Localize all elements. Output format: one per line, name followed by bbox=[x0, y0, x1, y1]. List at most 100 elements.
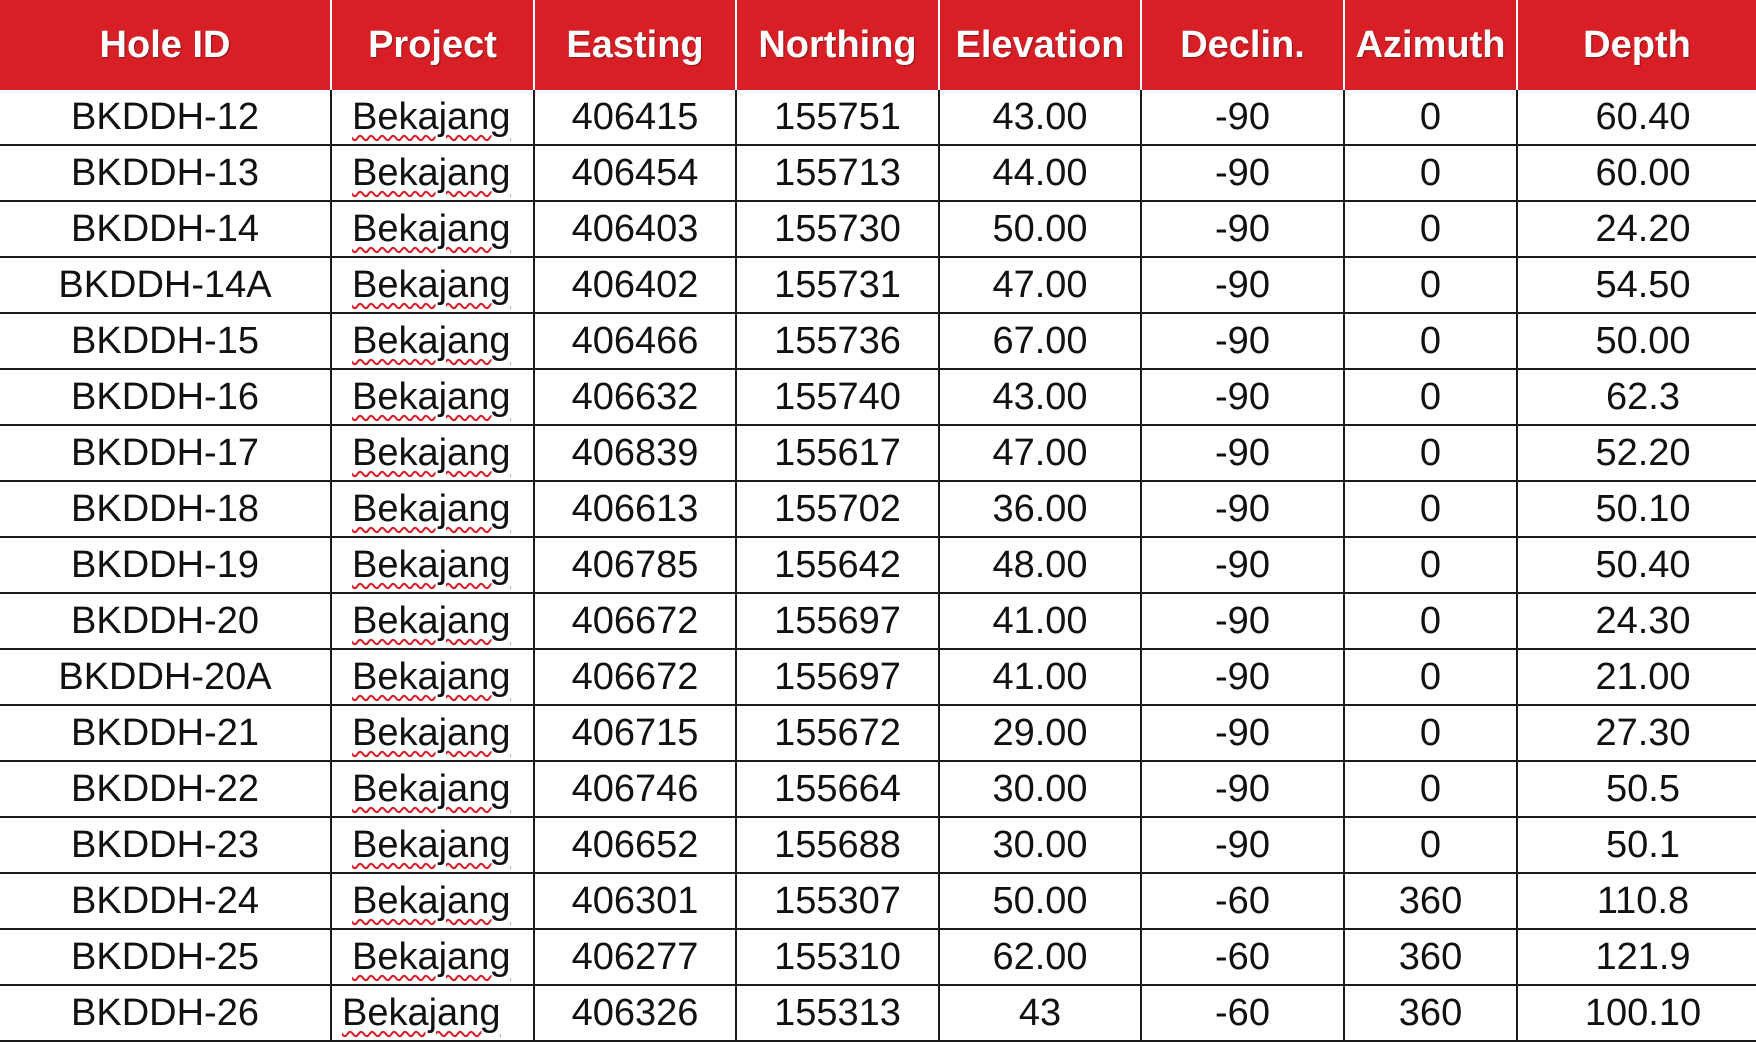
header-row: Hole ID Project Easting Northing Elevati… bbox=[0, 0, 1756, 90]
cell-hole-id: BKDDH-16 bbox=[0, 369, 332, 426]
cell-easting: 406402 bbox=[534, 257, 737, 314]
cell-project: Bekajang bbox=[331, 873, 535, 930]
cell-easting: 406326 bbox=[534, 985, 737, 1042]
cell-northing: 155664 bbox=[736, 761, 940, 818]
cell-project: Bekajang bbox=[331, 481, 535, 538]
cell-northing: 155697 bbox=[736, 649, 940, 706]
cell-northing: 155702 bbox=[736, 481, 940, 538]
cell-depth: 60.40 bbox=[1517, 90, 1756, 146]
cell-hole-id: BKDDH-21 bbox=[0, 705, 332, 762]
cell-hole-id: BKDDH-25 bbox=[0, 929, 332, 986]
cell-hole-id: BKDDH-14 bbox=[0, 201, 332, 258]
table-row: BKDDH-14 Bekajang 406403 155730 50.00 -90 0 24.… bbox=[0, 201, 1756, 258]
table-row: BKDDH-16 Bekajang 406632 155740 43.00 -90 0 62.… bbox=[0, 369, 1756, 426]
column-header-elevation: Elevation bbox=[939, 0, 1142, 90]
cell-elevation: 67.00 bbox=[939, 313, 1142, 370]
cell-depth: 50.00 bbox=[1517, 313, 1756, 370]
project-name-text: Bekajang bbox=[352, 767, 511, 810]
cell-depth: 121.9 bbox=[1517, 929, 1756, 986]
cell-elevation: 36.00 bbox=[939, 481, 1142, 538]
cell-azimuth: 0 bbox=[1344, 593, 1518, 650]
cell-elevation: 47.00 bbox=[939, 425, 1142, 482]
cell-depth: 54.50 bbox=[1517, 257, 1756, 314]
column-header-hole-id: Hole ID bbox=[0, 0, 332, 90]
cell-depth: 24.20 bbox=[1517, 201, 1756, 258]
project-name-text: Bekajang bbox=[352, 95, 511, 138]
cell-elevation: 50.00 bbox=[939, 201, 1142, 258]
cell-depth: 50.10 bbox=[1517, 481, 1756, 538]
cell-declination: -60 bbox=[1141, 929, 1345, 986]
cell-elevation: 50.00 bbox=[939, 873, 1142, 930]
cell-easting: 406632 bbox=[534, 369, 737, 426]
cell-northing: 155688 bbox=[736, 817, 940, 874]
cell-hole-id: BKDDH-13 bbox=[0, 145, 332, 202]
cell-depth: 50.5 bbox=[1517, 761, 1756, 818]
project-name-text: Bekajang bbox=[352, 207, 511, 250]
cell-azimuth: 0 bbox=[1344, 257, 1518, 314]
cell-azimuth: 360 bbox=[1344, 929, 1518, 986]
cell-easting: 406715 bbox=[534, 705, 737, 762]
project-name-text: Bekajang bbox=[352, 879, 511, 922]
project-name-text: Bekajang bbox=[352, 711, 511, 754]
table-row: BKDDH-24 Bekajang 406301 155307 50.00 -60 360 1… bbox=[0, 873, 1756, 930]
cell-declination: -90 bbox=[1141, 761, 1345, 818]
cell-azimuth: 0 bbox=[1344, 425, 1518, 482]
cell-northing: 155730 bbox=[736, 201, 940, 258]
project-name-text: Bekajang bbox=[352, 823, 511, 866]
cell-hole-id: BKDDH-15 bbox=[0, 313, 332, 370]
table-row: BKDDH-19 Bekajang 406785 155642 48.00 -90 0 50.… bbox=[0, 537, 1756, 594]
column-header-azimuth: Azimuth bbox=[1344, 0, 1518, 90]
cell-azimuth: 360 bbox=[1344, 985, 1518, 1042]
cell-depth: 24.30 bbox=[1517, 593, 1756, 650]
cell-declination: -90 bbox=[1141, 649, 1345, 706]
cell-easting: 406785 bbox=[534, 537, 737, 594]
cell-declination: -90 bbox=[1141, 313, 1345, 370]
cell-azimuth: 0 bbox=[1344, 761, 1518, 818]
cell-easting: 406454 bbox=[534, 145, 737, 202]
table-body: BKDDH-12 Bekajang 406415 155751 43.00 -90 0 60.… bbox=[0, 90, 1756, 1042]
project-name-text: Bekajang bbox=[352, 319, 511, 362]
cell-easting: 406415 bbox=[534, 90, 737, 146]
project-name-text: Bekajang bbox=[352, 543, 511, 586]
cell-project: Bekajang bbox=[331, 369, 535, 426]
cell-easting: 406672 bbox=[534, 649, 737, 706]
cell-elevation: 41.00 bbox=[939, 649, 1142, 706]
cell-easting: 406746 bbox=[534, 761, 737, 818]
cell-easting: 406652 bbox=[534, 817, 737, 874]
cell-northing: 155672 bbox=[736, 705, 940, 762]
cell-hole-id: BKDDH-18 bbox=[0, 481, 332, 538]
table-row: BKDDH-14A Bekajang 406402 155731 47.00 -90 0 54… bbox=[0, 257, 1756, 314]
cell-hole-id: BKDDH-20 bbox=[0, 593, 332, 650]
cell-elevation: 62.00 bbox=[939, 929, 1142, 986]
project-name-text: Bekajang bbox=[352, 431, 511, 474]
cell-project: Bekajang bbox=[331, 201, 535, 258]
column-header-project: Project bbox=[331, 0, 535, 90]
table-row: BKDDH-15 Bekajang 406466 155736 67.00 -90 0 50.… bbox=[0, 313, 1756, 370]
cell-northing: 155740 bbox=[736, 369, 940, 426]
cell-depth: 110.8 bbox=[1517, 873, 1756, 930]
table-row: BKDDH-18 Bekajang 406613 155702 36.00 -90 0 50.… bbox=[0, 481, 1756, 538]
cell-elevation: 41.00 bbox=[939, 593, 1142, 650]
cell-azimuth: 0 bbox=[1344, 313, 1518, 370]
cell-depth: 21.00 bbox=[1517, 649, 1756, 706]
table-row: BKDDH-26 Bekajang 406326 155313 43 -60 360 100.… bbox=[0, 985, 1756, 1042]
cell-project: Bekajang bbox=[331, 817, 535, 874]
cell-declination: -60 bbox=[1141, 873, 1345, 930]
cell-northing: 155313 bbox=[736, 985, 940, 1042]
cell-elevation: 29.00 bbox=[939, 705, 1142, 762]
table-row: BKDDH-21 Bekajang 406715 155672 29.00 -90 0 27.… bbox=[0, 705, 1756, 762]
table-row: BKDDH-20 Bekajang 406672 155697 41.00 -90 0 24.… bbox=[0, 593, 1756, 650]
cell-azimuth: 0 bbox=[1344, 369, 1518, 426]
table-row: BKDDH-12 Bekajang 406415 155751 43.00 -90 0 60.… bbox=[0, 90, 1756, 146]
cell-azimuth: 0 bbox=[1344, 817, 1518, 874]
cell-depth: 60.00 bbox=[1517, 145, 1756, 202]
project-name-text: Bekajang bbox=[352, 151, 511, 194]
cell-declination: -90 bbox=[1141, 369, 1345, 426]
cell-declination: -90 bbox=[1141, 817, 1345, 874]
table-row: BKDDH-22 Bekajang 406746 155664 30.00 -90 0 50.… bbox=[0, 761, 1756, 818]
cell-project: Bekajang bbox=[331, 90, 535, 146]
cell-northing: 155642 bbox=[736, 537, 940, 594]
cell-elevation: 43.00 bbox=[939, 369, 1142, 426]
